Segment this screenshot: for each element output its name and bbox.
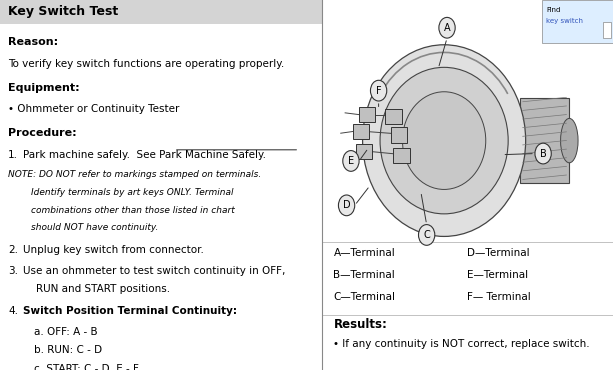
Bar [394, 148, 410, 163]
Text: Unplug key switch from connector.: Unplug key switch from connector. [23, 245, 204, 255]
Text: Switch Position Terminal Continuity:: Switch Position Terminal Continuity: [23, 306, 237, 316]
Ellipse shape [561, 118, 578, 163]
Text: b. RUN: C - D: b. RUN: C - D [34, 345, 102, 355]
Text: • Ohmmeter or Continuity Tester: • Ohmmeter or Continuity Tester [8, 104, 180, 114]
FancyBboxPatch shape [520, 98, 569, 183]
Text: should NOT have continuity.: should NOT have continuity. [8, 223, 158, 232]
Bar [390, 127, 408, 143]
Text: Park machine safely.  See: Park machine safely. See [23, 150, 159, 160]
Ellipse shape [403, 92, 485, 189]
Bar [353, 124, 369, 139]
Text: 3.: 3. [8, 266, 18, 276]
Text: B: B [539, 148, 547, 159]
Text: C: C [423, 230, 430, 240]
Text: Results:: Results: [333, 318, 387, 331]
Text: a. OFF: A - B: a. OFF: A - B [34, 327, 97, 337]
Text: Use an ohmmeter to test switch continuity in OFF,: Use an ohmmeter to test switch continuit… [23, 266, 285, 276]
Text: E: E [348, 156, 354, 166]
Text: 1.: 1. [8, 150, 18, 160]
Text: combinations other than those listed in chart: combinations other than those listed in … [8, 206, 235, 215]
Text: Park machine safely.  See Park Machine Safely.: Park machine safely. See Park Machine Sa… [23, 150, 265, 160]
Text: E—Terminal: E—Terminal [468, 270, 528, 280]
Text: A—Terminal: A—Terminal [333, 248, 395, 258]
Bar [359, 107, 375, 122]
Text: D: D [343, 200, 351, 211]
Text: F: F [376, 85, 381, 96]
Text: key switch: key switch [546, 18, 583, 24]
Text: RUN and START positions.: RUN and START positions. [23, 284, 170, 294]
Text: Equipment:: Equipment: [8, 83, 80, 93]
Text: 4.: 4. [8, 306, 18, 316]
Circle shape [419, 225, 435, 245]
Bar [356, 144, 372, 159]
Text: Key Switch Test: Key Switch Test [8, 5, 118, 18]
Text: NOTE: DO NOT refer to markings stamped on terminals.: NOTE: DO NOT refer to markings stamped o… [8, 170, 261, 179]
Bar [385, 109, 402, 124]
FancyBboxPatch shape [0, 0, 322, 24]
FancyBboxPatch shape [603, 22, 611, 38]
Circle shape [338, 195, 355, 216]
Circle shape [343, 151, 359, 171]
Text: c. START: C - D, E - F: c. START: C - D, E - F [34, 364, 139, 370]
Circle shape [370, 80, 387, 101]
Text: A: A [444, 23, 451, 33]
Text: F— Terminal: F— Terminal [468, 292, 531, 302]
Ellipse shape [363, 45, 526, 236]
Text: Reason:: Reason: [8, 37, 58, 47]
Text: • If any continuity is NOT correct, replace switch.: • If any continuity is NOT correct, repl… [333, 339, 590, 349]
Text: B—Terminal: B—Terminal [333, 270, 395, 280]
Text: Procedure:: Procedure: [8, 128, 77, 138]
FancyBboxPatch shape [542, 0, 613, 43]
Text: 2.: 2. [8, 245, 18, 255]
Text: D—Terminal: D—Terminal [468, 248, 530, 258]
Circle shape [535, 143, 551, 164]
Text: Identify terminals by art keys ONLY. Terminal: Identify terminals by art keys ONLY. Ter… [8, 188, 234, 197]
Ellipse shape [380, 67, 508, 214]
Circle shape [439, 17, 455, 38]
Text: Find: Find [546, 7, 560, 13]
Text: To verify key switch functions are operating properly.: To verify key switch functions are opera… [8, 59, 284, 69]
Text: C—Terminal: C—Terminal [333, 292, 395, 302]
